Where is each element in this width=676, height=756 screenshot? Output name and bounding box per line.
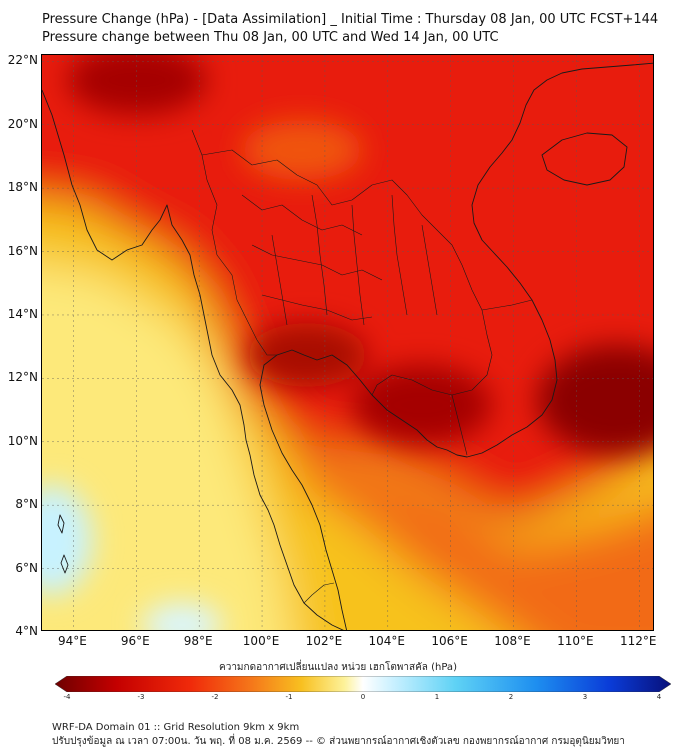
footer-model-info: WRF-DA Domain 01 :: Grid Resolution 9km …	[52, 722, 300, 733]
lat-label: 8°N	[15, 497, 38, 512]
map-subtitle: Pressure change between Thu 08 Jan, 00 U…	[42, 30, 499, 45]
lon-label: 98°E	[183, 634, 213, 648]
colorbar-tick-label: -1	[285, 693, 293, 701]
colorbar-tick-label: -4	[63, 693, 71, 701]
country-borders	[191, 129, 533, 604]
graticule	[42, 55, 653, 630]
lon-label: 106°E	[431, 634, 468, 648]
lon-label: 96°E	[120, 634, 150, 648]
lon-label: 104°E	[368, 634, 406, 648]
lat-label: 14°N	[7, 306, 38, 321]
lat-label: 22°N	[7, 53, 38, 68]
lon-label: 108°E	[494, 634, 531, 648]
footer-credit: ปรับปรุงข้อมูล ณ เวลา 07:00น. วัน พฤ. ที…	[52, 736, 625, 747]
lat-label: 16°N	[7, 243, 38, 258]
lon-label: 112°E	[620, 634, 657, 648]
lat-label: 4°N	[15, 624, 38, 638]
colorbar-title: ความกดอากาศเปลี่ยนแปลง หน่วย เฮกโตพาสคัล…	[219, 662, 457, 673]
colorbar-tick-label: 0	[360, 693, 366, 701]
colorbar-tick-label: 4	[656, 693, 662, 701]
colorbar-tick-label: -3	[137, 693, 145, 701]
colorbar-tick-label: 1	[434, 693, 440, 701]
lon-label: 100°E	[242, 634, 280, 648]
colorbar	[55, 676, 671, 692]
coastlines	[42, 62, 653, 630]
lat-label: 20°N	[7, 116, 38, 131]
lon-label: 110°E	[557, 634, 594, 648]
colorbar-tick-label: -2	[211, 693, 219, 701]
lat-label: 12°N	[7, 370, 38, 385]
map-title: Pressure Change (hPa) - [Data Assimilati…	[42, 12, 659, 27]
lat-label: 10°N	[7, 433, 38, 448]
colorbar-tick-label: 3	[582, 693, 588, 701]
lon-label: 102°E	[305, 634, 343, 648]
lon-label: 94°E	[57, 634, 87, 648]
lat-label: 6°N	[15, 560, 38, 575]
colorbar-tick-label: 2	[508, 693, 514, 701]
map-canvas	[42, 55, 653, 630]
pressure-change-map	[41, 54, 654, 631]
lat-label: 18°N	[7, 180, 38, 195]
